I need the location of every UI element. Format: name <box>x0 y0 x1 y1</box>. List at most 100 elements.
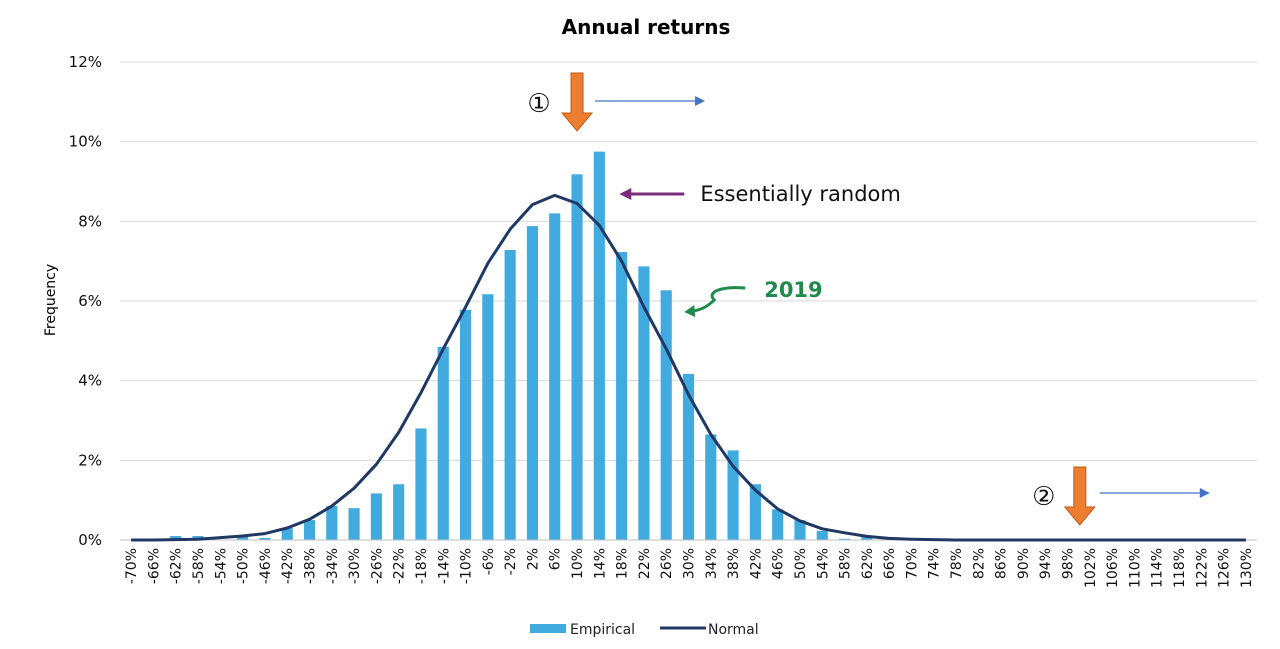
x-tick-label: 122% <box>1194 548 1210 588</box>
x-tick-label: 110% <box>1127 548 1143 588</box>
marker-1: ① <box>527 89 550 119</box>
x-tick-label: -18% <box>414 548 430 584</box>
bar--50% <box>237 536 249 540</box>
essentially-random-annotation: Essentially random <box>619 182 901 206</box>
x-axis-ticks: -70% -66% -62% -58% -54% -50% -46% -42% -38% -34%… <box>124 548 1255 588</box>
bar-34% <box>705 434 717 540</box>
x-tick-label: -2% <box>503 548 519 575</box>
bar-26% <box>660 290 672 540</box>
marker-1-arrow <box>560 72 594 132</box>
x-tick-label: -30% <box>347 548 363 584</box>
legend-item-normal: Normal <box>660 622 759 638</box>
green-arrow-head <box>684 305 696 317</box>
green-arrow-shaft <box>690 286 746 313</box>
bar-2% <box>526 226 539 540</box>
purple-arrow-head <box>619 188 632 200</box>
x-tick-label: 66% <box>882 548 898 579</box>
x-tick-label: 18% <box>615 548 631 579</box>
normal-curve <box>131 193 1246 542</box>
annotations: ① ② Essentially random 2019 <box>527 72 1210 526</box>
y-tick-label: 12% <box>69 53 102 71</box>
x-tick-label: -22% <box>392 548 408 584</box>
y-tick-label: 8% <box>78 212 102 230</box>
gridlines <box>120 61 1257 461</box>
bar-62% <box>861 536 873 540</box>
bar--18% <box>415 428 427 540</box>
x-tick-label: 10% <box>570 548 586 579</box>
marker-label: ② <box>1032 482 1055 512</box>
x-tick-label: 42% <box>748 548 764 579</box>
x-tick-label: 78% <box>949 548 965 579</box>
x-tick-label: 90% <box>1016 548 1032 579</box>
bar-46% <box>772 509 784 540</box>
bar--26% <box>370 493 382 540</box>
x-tick-label: 94% <box>1038 548 1054 579</box>
bar--2% <box>504 250 516 540</box>
x-tick-label: 82% <box>971 548 987 579</box>
x-tick-label: 86% <box>994 548 1010 579</box>
bar-6% <box>549 213 561 540</box>
x-tick-label: 74% <box>927 548 943 579</box>
x-tick-label: -42% <box>280 548 296 584</box>
x-tick-label: 14% <box>592 548 608 579</box>
x-tick-label: 126% <box>1217 548 1233 588</box>
bar-18% <box>616 252 628 540</box>
x-tick-label: -46% <box>258 548 274 584</box>
x-tick-label: 130% <box>1239 548 1255 588</box>
bar--6% <box>482 294 494 540</box>
bar--46% <box>259 538 271 540</box>
x-tick-label: 26% <box>659 548 675 579</box>
bar-42% <box>749 484 761 540</box>
x-tick-label: 46% <box>771 548 787 579</box>
x-tick-label: 50% <box>793 548 809 579</box>
marker-2: ② <box>1032 482 1055 512</box>
marker-2-right-arrow <box>1099 488 1210 498</box>
bar-54% <box>816 530 828 540</box>
bar-22% <box>638 266 650 540</box>
x-tick-label: -14% <box>436 548 452 584</box>
year-2019-text: 2019 <box>764 278 822 302</box>
x-tick-label: -38% <box>303 548 319 584</box>
legend-label-normal: Normal <box>708 622 759 638</box>
y-tick-label: 2% <box>78 451 102 469</box>
y-tick-label: 6% <box>78 292 102 310</box>
x-tick-label: 22% <box>637 548 653 579</box>
y-tick-label: 4% <box>78 372 102 390</box>
bar--30% <box>348 508 360 540</box>
bar--42% <box>281 528 293 540</box>
empirical-bars <box>170 151 873 540</box>
x-tick-label: 34% <box>704 548 720 579</box>
x-tick-label: -26% <box>369 548 385 584</box>
x-tick-label: -70% <box>124 548 140 584</box>
marker-2-arrow <box>1063 466 1096 526</box>
x-tick-label: 38% <box>726 548 742 579</box>
bar-30% <box>682 373 695 540</box>
x-tick-label: -66% <box>146 548 162 584</box>
x-tick-label: -6% <box>481 548 497 575</box>
orange-down-arrow <box>1063 466 1096 526</box>
bar-10% <box>571 174 583 540</box>
x-tick-label: 106% <box>1105 548 1121 588</box>
x-tick-label: -10% <box>459 548 475 584</box>
x-tick-label: 58% <box>838 548 854 579</box>
x-tick-label: -50% <box>236 548 252 584</box>
x-tick-label: -54% <box>213 548 229 584</box>
bar--62% <box>170 536 182 540</box>
x-tick-label: 114% <box>1150 548 1166 588</box>
bar--34% <box>326 506 338 540</box>
x-tick-label: 30% <box>682 548 698 579</box>
essentially-random-text: Essentially random <box>700 182 901 206</box>
x-tick-label: 54% <box>815 548 831 579</box>
bar--10% <box>459 309 472 540</box>
y-axis-ticks: 0% 2% 4% 6% 8% 10% 12% <box>69 53 102 549</box>
legend-label-empirical: Empirical <box>570 622 635 638</box>
year-2019-annotation: 2019 <box>684 278 823 317</box>
chart-title: Annual returns <box>562 15 731 39</box>
bar--14% <box>437 346 449 540</box>
blue-arrow-head <box>1199 488 1210 498</box>
marker-1-right-arrow <box>595 96 706 106</box>
x-tick-label: 70% <box>904 548 920 579</box>
x-tick-label: 118% <box>1172 548 1188 588</box>
bar-58% <box>838 538 851 540</box>
x-tick-label: 102% <box>1083 548 1099 588</box>
